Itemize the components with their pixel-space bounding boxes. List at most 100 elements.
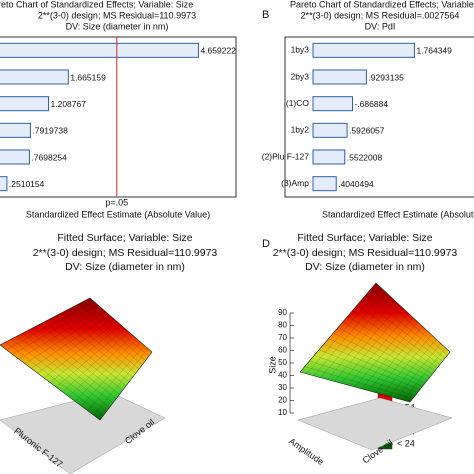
value-label: .4040494 (338, 179, 374, 189)
value-label: .5926057 (349, 126, 385, 136)
chart-subtitle: 2**(3-0) design; MS Residual=.0027564 (301, 10, 460, 20)
surface-mesh (50, 318, 130, 382)
z-tick-label: 70 (278, 333, 287, 342)
chart-subtitle: 2**(3-0) design; MS Residual=110.9973 (273, 247, 458, 259)
category-label: 1by3 (291, 45, 310, 55)
x-axis-label: Standardized Effect Estimate (Absolute V… (26, 209, 210, 219)
bar (0, 69, 69, 85)
surface-mesh (309, 360, 416, 396)
surface-mesh (327, 300, 395, 380)
category-label: (2)Plu F-127 (262, 151, 310, 161)
surface-mesh (368, 325, 423, 391)
surface-mesh (18, 307, 102, 360)
bar (0, 96, 50, 112)
surface-mesh (347, 316, 436, 371)
surface-mesh (304, 366, 413, 400)
value-label: 1.764349 (416, 46, 452, 56)
surface-mesh (382, 334, 432, 395)
surface-mesh (67, 309, 140, 370)
surface-mesh (24, 311, 106, 364)
x-axis-label: Standardized Effect Estimate (Absolute V… (322, 209, 474, 219)
chart-dv: DV: PdI (365, 21, 396, 31)
bar (0, 149, 30, 165)
value-label: 4.659222 (200, 46, 236, 56)
surface-mesh (318, 349, 421, 390)
surface-mesh (61, 312, 136, 374)
surface-mesh (39, 324, 123, 391)
surface-mesh (22, 333, 114, 404)
chart-dv: DV: Size (diameter in nm) (66, 21, 169, 31)
surface-mesh (6, 301, 94, 350)
x-axis-label: Amplitude (287, 436, 326, 467)
surface-mesh (68, 334, 133, 397)
plot-frame (0, 36, 237, 198)
surface-mesh (314, 355, 418, 393)
z-axis-label: Size (267, 356, 277, 374)
surface-mesh (337, 327, 431, 378)
surface-mesh (49, 324, 122, 383)
value-label: .5522008 (347, 152, 383, 162)
surface-mesh (72, 306, 143, 365)
value-label: .2510154 (9, 179, 45, 189)
surface-mesh (347, 313, 409, 386)
chart-title: Fitted Surface; Variable: Size (297, 232, 432, 244)
surface-mesh (352, 310, 438, 368)
surface-mesh (313, 291, 386, 376)
surface-mesh (334, 304, 400, 382)
fitted-surface (0, 297, 153, 421)
surface-mesh (320, 295, 391, 378)
bar (312, 122, 348, 138)
z-tick-label: 40 (278, 371, 287, 380)
z-tick-label: 90 (278, 308, 287, 317)
surface-mesh (74, 338, 137, 402)
category-label: (3)Amp (281, 178, 309, 188)
surface-mesh (43, 321, 118, 378)
chart-title: Pareto Chart of Standardized Effects; Va… (0, 0, 193, 9)
surface-mesh (396, 343, 441, 399)
value-label: .9293135 (368, 72, 404, 82)
surface-mesh (33, 327, 120, 395)
panel-label: B (262, 9, 269, 21)
surface-mesh (341, 308, 404, 384)
z-tick-label: 30 (278, 383, 287, 392)
surface-mesh (81, 341, 141, 407)
reference-label: p=.05 (105, 197, 128, 207)
z-tick-label: 10 (278, 408, 287, 417)
surface-mesh (389, 338, 437, 397)
surface-mesh (5, 341, 104, 416)
floor-plane (0, 391, 166, 474)
chart-dv: DV: Size (diameter in nm) (305, 261, 425, 273)
chart-subtitle: 2**(3-0) design; MS Residual=110.9973 (38, 10, 196, 20)
surface-mesh (11, 338, 107, 412)
surface-mesh (16, 336, 110, 408)
surface-mesh (93, 348, 149, 416)
plot-frame (284, 36, 474, 198)
surface-mesh (44, 321, 127, 387)
surface-mesh (354, 317, 414, 388)
value-label: .7919738 (32, 126, 68, 136)
bar (312, 176, 337, 192)
chart-dv: DV: Size (diameter in nm) (65, 261, 185, 273)
surface-mesh (342, 321, 433, 375)
surface-mesh (333, 332, 428, 381)
chart-title: Pareto Chart of Standardized Effects; Va… (290, 0, 474, 9)
floor-plane (297, 397, 453, 451)
surface-mesh (361, 321, 418, 390)
fitted-surface (299, 282, 451, 403)
surface-mesh (56, 315, 133, 378)
z-tick-label: 20 (278, 396, 287, 405)
value-label: -.686884 (354, 99, 388, 109)
chart-subtitle: 2**(3-0) design; MS Residual=110.9973 (33, 247, 218, 259)
surface-mesh (328, 338, 426, 384)
surface-mesh (306, 287, 381, 375)
chart-title: Fitted Surface; Variable: Size (57, 232, 192, 244)
surface-mesh (323, 344, 423, 387)
surface-mesh (78, 303, 146, 361)
surface-mesh (28, 330, 117, 399)
bar (0, 176, 8, 192)
z-tick-label: 50 (278, 358, 287, 367)
surface-mesh (12, 304, 98, 355)
bar (0, 122, 31, 138)
